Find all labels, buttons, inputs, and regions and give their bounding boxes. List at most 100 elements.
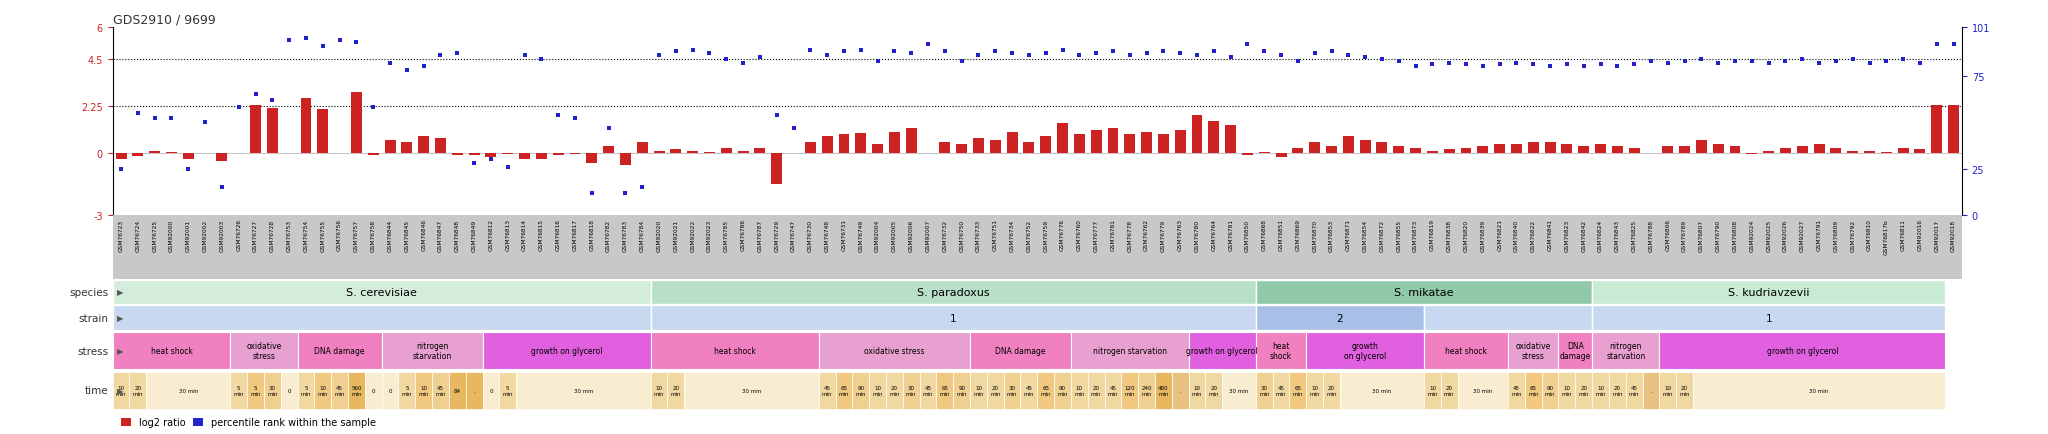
Text: GSM76812: GSM76812: [487, 219, 494, 251]
Bar: [971, 332, 1071, 369]
Text: 10
min: 10 min: [1663, 385, 1673, 396]
Point: [543, 112, 575, 119]
Bar: [453, 153, 463, 155]
Bar: [1323, 372, 1339, 409]
Bar: [705, 152, 715, 153]
Bar: [1663, 147, 1673, 153]
Point: [424, 53, 457, 59]
Text: GSM76747: GSM76747: [791, 219, 797, 251]
Bar: [1427, 151, 1438, 153]
Bar: [887, 372, 903, 409]
Bar: [1071, 372, 1087, 409]
Text: GSM76869: GSM76869: [1296, 219, 1300, 251]
Point: [1114, 53, 1147, 59]
Bar: [1847, 151, 1858, 153]
Point: [1266, 53, 1298, 59]
Bar: [264, 372, 281, 409]
Text: GSM76821: GSM76821: [1497, 219, 1501, 251]
Bar: [1276, 153, 1286, 158]
Text: GSM76782: GSM76782: [606, 219, 610, 251]
Text: GSM92007: GSM92007: [926, 219, 930, 251]
Bar: [1559, 332, 1591, 369]
Text: GSM76789: GSM76789: [1681, 219, 1688, 251]
Point: [1786, 56, 1819, 63]
Bar: [1579, 147, 1589, 153]
Text: 2: 2: [1337, 313, 1343, 323]
Bar: [1141, 132, 1153, 153]
Point: [1718, 58, 1751, 65]
Bar: [133, 153, 143, 156]
Bar: [1477, 147, 1489, 153]
Point: [1030, 51, 1063, 58]
Text: 30
min: 30 min: [1260, 385, 1270, 396]
Point: [1466, 64, 1499, 71]
Text: GSM76851: GSM76851: [1278, 219, 1284, 251]
Bar: [469, 153, 479, 155]
Point: [1886, 56, 1919, 63]
Text: GSM92017: GSM92017: [1933, 219, 1939, 251]
Bar: [1092, 130, 1102, 153]
Bar: [684, 372, 819, 409]
Point: [1769, 58, 1802, 65]
Text: GSM76780: GSM76780: [1194, 219, 1200, 251]
Text: 10
min: 10 min: [117, 385, 127, 396]
Text: 30
min: 30 min: [905, 385, 915, 396]
Bar: [365, 372, 381, 409]
Point: [1012, 53, 1044, 59]
Bar: [1122, 372, 1139, 409]
Bar: [115, 153, 127, 160]
Text: GSM76776: GSM76776: [1061, 219, 1065, 251]
Bar: [1020, 372, 1036, 409]
Bar: [1948, 105, 1960, 153]
Text: 10
min: 10 min: [1427, 385, 1438, 396]
Point: [995, 51, 1028, 58]
Point: [776, 125, 809, 132]
Point: [1282, 58, 1315, 65]
Text: 20
min: 20 min: [889, 385, 899, 396]
Bar: [1931, 105, 1942, 153]
Bar: [1290, 372, 1307, 409]
Bar: [905, 128, 918, 153]
Bar: [1915, 150, 1925, 153]
Text: GSM92005: GSM92005: [893, 219, 897, 251]
Text: 10
min: 10 min: [973, 385, 983, 396]
Bar: [569, 153, 580, 155]
Bar: [1591, 332, 1659, 369]
Text: GSM76728: GSM76728: [270, 219, 274, 251]
Bar: [1747, 153, 1757, 155]
Text: strain: strain: [78, 313, 109, 323]
Text: 45
min: 45 min: [924, 385, 934, 396]
Point: [1483, 62, 1516, 69]
Bar: [1642, 372, 1659, 409]
Point: [240, 92, 272, 99]
Text: GSM76787: GSM76787: [758, 219, 762, 251]
Point: [627, 184, 659, 191]
Bar: [1423, 372, 1442, 409]
Text: 20
min: 20 min: [1208, 385, 1219, 396]
Bar: [952, 372, 971, 409]
Point: [1634, 58, 1667, 65]
Bar: [281, 372, 297, 409]
Point: [1819, 58, 1851, 65]
Bar: [971, 372, 987, 409]
Bar: [1104, 372, 1122, 409]
Bar: [1124, 135, 1135, 153]
Point: [1231, 41, 1264, 48]
Text: GSM76788: GSM76788: [1649, 219, 1653, 251]
Bar: [1796, 147, 1808, 153]
Bar: [113, 306, 651, 330]
Text: growth on glycerol: growth on glycerol: [1767, 346, 1837, 355]
Bar: [483, 332, 651, 369]
Text: GSM76725: GSM76725: [152, 219, 158, 251]
Bar: [872, 145, 883, 153]
Text: 0: 0: [287, 388, 291, 393]
Bar: [229, 332, 297, 369]
Bar: [553, 153, 563, 155]
Bar: [1511, 145, 1522, 153]
Text: GSM76790: GSM76790: [1716, 219, 1720, 251]
Bar: [987, 372, 1004, 409]
Bar: [940, 143, 950, 153]
Bar: [1628, 149, 1640, 153]
Bar: [1057, 124, 1067, 153]
Text: 30 min: 30 min: [1473, 388, 1493, 393]
